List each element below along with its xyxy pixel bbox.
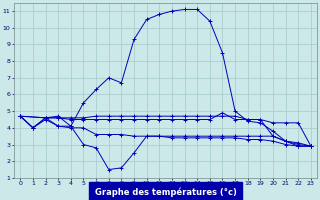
X-axis label: Graphe des températures (°c): Graphe des températures (°c) (95, 188, 236, 197)
